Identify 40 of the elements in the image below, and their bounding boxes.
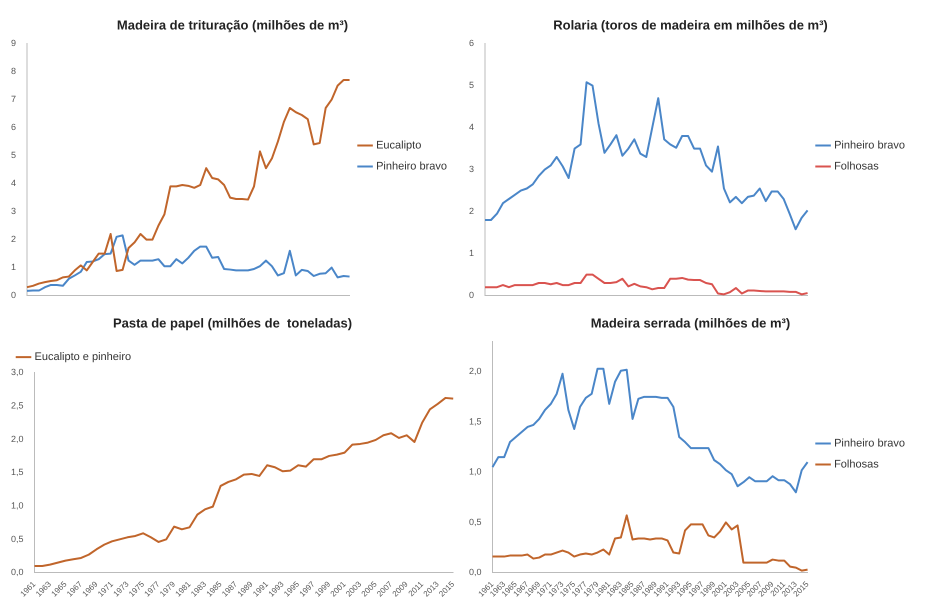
y-tick-label: 2: [10, 234, 16, 244]
y-tick-label: 1,0: [10, 500, 24, 510]
y-tick-label: 1,0: [468, 466, 482, 477]
legend-label: Pinheiro bravo: [834, 140, 906, 152]
y-tick-label: 9: [10, 38, 16, 48]
y-tick-label: 0: [10, 290, 16, 300]
y-tick-label: 1,5: [468, 416, 482, 426]
chart-title: Madeira de trituração (milhões de m³): [116, 17, 348, 32]
y-tick-label: 1,5: [10, 467, 24, 478]
legend-label: Folhosas: [834, 160, 880, 173]
legend-label: Folhosas: [834, 458, 880, 471]
y-tick-label: 3,0: [10, 367, 24, 378]
y-tick-label: 3: [468, 164, 474, 174]
y-tick-label: 0,5: [468, 516, 482, 527]
y-tick-label: 3: [10, 206, 16, 216]
legend-label: Eucalipto e pinheiro: [34, 351, 132, 364]
y-tick-label: 1: [468, 248, 474, 258]
y-tick-label: 8: [10, 66, 16, 76]
y-tick-label: 6: [468, 38, 474, 48]
y-tick-label: 5: [10, 150, 16, 160]
y-tick-label: 2,0: [10, 434, 24, 444]
chart-title: Rolaria (toros de madeira em milhões de m³): [553, 17, 828, 32]
y-tick-label: 1: [10, 262, 16, 272]
legend-label: Pinheiro bravo: [834, 438, 906, 450]
y-tick-label: 0,0: [10, 567, 24, 578]
y-tick-label: 4: [468, 122, 474, 132]
y-tick-label: 4: [10, 178, 16, 188]
y-tick-label: 0,0: [468, 567, 482, 578]
y-tick-label: 0: [468, 290, 474, 300]
y-tick-label: 2,5: [10, 400, 24, 410]
legend-label: Pinheiro bravo: [376, 160, 448, 173]
y-tick-label: 5: [468, 80, 474, 90]
y-tick-label: 2: [468, 206, 474, 216]
legend-label: Eucalipto: [376, 140, 422, 152]
y-tick-label: 6: [10, 122, 16, 132]
y-tick-label: 2,0: [468, 366, 482, 376]
y-tick-label: 7: [10, 94, 16, 104]
chart-title: Pasta de papel (milhões de toneladas): [112, 315, 352, 330]
y-tick-label: 0,5: [10, 534, 24, 544]
chart-title: Madeira serrada (milhões de m³): [590, 315, 790, 330]
